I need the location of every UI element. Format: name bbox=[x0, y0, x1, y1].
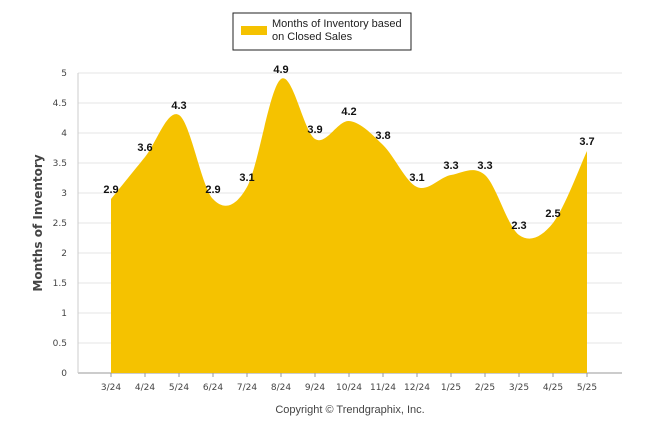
legend-label-line1: Months of Inventory based bbox=[272, 18, 402, 30]
y-tick-label: 3.5 bbox=[53, 159, 67, 169]
data-label: 3.1 bbox=[239, 172, 254, 184]
x-tick-label: 10/24 bbox=[336, 383, 362, 393]
y-tick-label: 1.5 bbox=[53, 279, 67, 289]
y-tick-label: 2.5 bbox=[53, 219, 67, 229]
data-labels: 2.9 3.6 4.3 2.9 3.1 4.9 3.9 4.2 3.8 3.1 3.3 3.3 2.3 2… bbox=[103, 64, 594, 232]
data-label: 2.5 bbox=[545, 208, 560, 220]
x-tick-label: 5/25 bbox=[577, 383, 597, 393]
x-tick-label: 11/24 bbox=[370, 383, 396, 393]
x-tick-label: 3/24 bbox=[101, 383, 121, 393]
y-tick-label: 0 bbox=[61, 369, 67, 379]
x-tick-label: 4/25 bbox=[543, 383, 563, 393]
y-tick-label: 1 bbox=[61, 309, 67, 319]
y-tick-labels: 0 0.5 1 1.5 2 2.5 3 3.5 4 4.5 5 bbox=[53, 69, 68, 379]
y-tick-label: 0.5 bbox=[53, 339, 67, 349]
data-label: 3.3 bbox=[443, 160, 458, 172]
x-tick-label: 2/25 bbox=[475, 383, 495, 393]
legend: Months of Inventory based on Closed Sale… bbox=[232, 12, 412, 51]
data-label: 4.3 bbox=[171, 100, 186, 112]
y-tick-label: 2 bbox=[61, 249, 67, 259]
data-label: 2.9 bbox=[103, 184, 118, 196]
data-label: 3.3 bbox=[477, 160, 492, 172]
data-label: 3.9 bbox=[307, 124, 322, 136]
x-tick-label: 8/24 bbox=[271, 383, 291, 393]
y-tick-label: 4.5 bbox=[53, 99, 67, 109]
x-tick-label: 12/24 bbox=[404, 383, 430, 393]
copyright-text: Copyright © Trendgraphix, Inc. bbox=[275, 404, 424, 416]
data-label: 3.8 bbox=[375, 130, 390, 142]
y-tick-label: 4 bbox=[61, 129, 67, 139]
y-tick-label: 5 bbox=[61, 69, 67, 79]
data-label: 3.7 bbox=[579, 136, 594, 148]
data-label: 3.6 bbox=[137, 142, 152, 154]
data-label: 3.1 bbox=[409, 172, 424, 184]
y-tick-label: 3 bbox=[61, 189, 67, 199]
data-label: 4.9 bbox=[273, 64, 288, 76]
legend-label-line2: on Closed Sales bbox=[272, 31, 353, 43]
x-tick-label: 5/24 bbox=[169, 383, 189, 393]
x-tick-label: 3/25 bbox=[509, 383, 529, 393]
x-tick-label: 4/24 bbox=[135, 383, 155, 393]
series-group bbox=[110, 78, 588, 373]
legend-swatch bbox=[241, 26, 267, 35]
data-label: 2.3 bbox=[511, 220, 526, 232]
series-area-months-of-inventory bbox=[111, 78, 587, 373]
x-tick-label: 9/24 bbox=[305, 383, 325, 393]
x-tick-label: 7/24 bbox=[237, 383, 257, 393]
x-tick-label: 1/25 bbox=[441, 383, 461, 393]
x-tick-label: 6/24 bbox=[203, 383, 223, 393]
y-axis-title: Months of Inventory bbox=[31, 154, 45, 291]
x-tick-labels: 3/24 4/24 5/24 6/24 7/24 8/24 9/24 10/24 11/24 12… bbox=[101, 373, 597, 393]
data-label: 4.2 bbox=[341, 106, 356, 118]
data-label: 2.9 bbox=[205, 184, 220, 196]
